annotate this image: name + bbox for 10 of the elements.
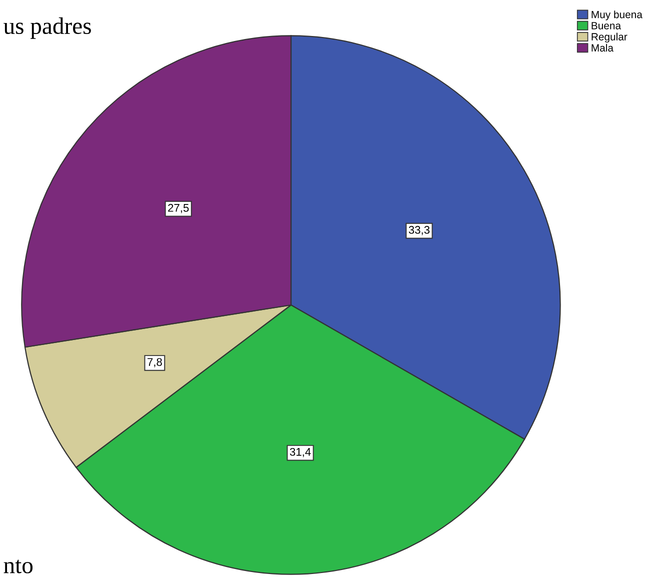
data-label: 33,3: [408, 226, 430, 236]
data-label: 27,5: [168, 204, 189, 214]
text: us padres: [4, 17, 91, 39]
legend-label: Buena: [592, 22, 622, 30]
legend-label: Mala: [592, 44, 614, 52]
data-label: 7,8: [148, 358, 162, 368]
legend-label: Regular: [592, 32, 628, 43]
text: nto: [4, 560, 33, 574]
legend-label: Muy buena: [592, 10, 642, 20]
data-label: 31,4: [290, 448, 311, 458]
